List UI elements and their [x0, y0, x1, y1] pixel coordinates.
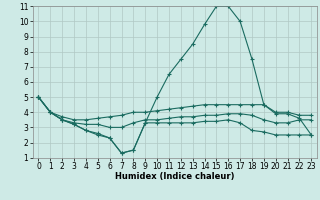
X-axis label: Humidex (Indice chaleur): Humidex (Indice chaleur): [115, 172, 235, 181]
